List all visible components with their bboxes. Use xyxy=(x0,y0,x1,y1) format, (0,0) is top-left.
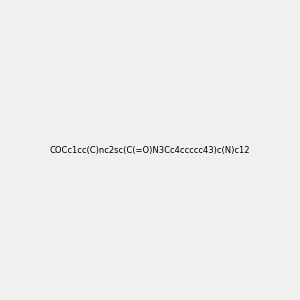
Text: COCc1cc(C)nc2sc(C(=O)N3Cc4ccccc43)c(N)c12: COCc1cc(C)nc2sc(C(=O)N3Cc4ccccc43)c(N)c1… xyxy=(50,146,250,154)
